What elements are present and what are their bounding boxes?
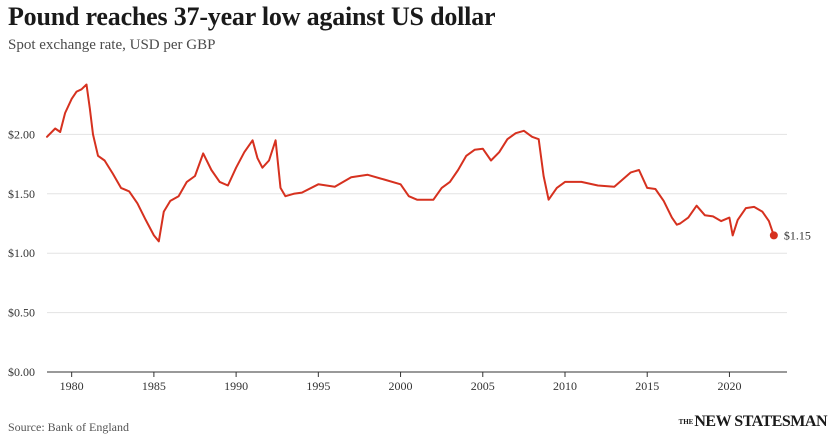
chart-subtitle: Spot exchange rate, USD per GBP <box>8 37 216 53</box>
y-tick-label: $0.00 <box>8 365 35 379</box>
end-point-label: $1.15 <box>784 228 811 242</box>
x-tick-label: 1980 <box>60 379 84 393</box>
x-tick-label: 1985 <box>142 379 166 393</box>
y-tick-label: $2.00 <box>8 127 35 141</box>
x-axis: 1980 1985 1990 1995 2000 2005 2010 2015 2020 <box>47 371 787 393</box>
x-tick-label: 1990 <box>224 379 248 393</box>
y-tick-label: $1.00 <box>8 246 35 260</box>
logo-name: NEW STATESMAN <box>694 413 827 430</box>
series-line <box>46 83 775 243</box>
x-tick-label: 1995 <box>306 379 330 393</box>
x-tick-label: 2010 <box>553 379 577 393</box>
y-axis-labels: $0.00 $0.50 $1.00 $1.50 $2.00 <box>8 127 35 379</box>
end-point-marker <box>769 231 778 240</box>
series-layer <box>46 83 775 243</box>
grid-lines <box>47 133 787 314</box>
y-tick-label: $1.50 <box>8 187 35 201</box>
publisher-logo: THENEW STATESMAN <box>678 413 828 431</box>
x-tick-label: 2000 <box>389 379 413 393</box>
logo-prefix: THE <box>678 418 694 427</box>
y-tick-label: $0.50 <box>8 306 35 320</box>
x-tick-label: 2020 <box>717 379 741 393</box>
x-tick-label: 2005 <box>471 379 495 393</box>
annotation-layer: $1.15 <box>769 228 811 242</box>
chart-title: Pound reaches 37-year low against US dol… <box>8 2 496 31</box>
x-tick-label: 2015 <box>635 379 659 393</box>
source-note: Source: Bank of England <box>8 420 129 434</box>
